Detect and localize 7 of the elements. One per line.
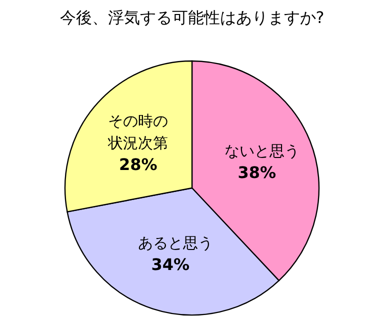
data-label: 34% xyxy=(150,254,191,276)
slice-label: ないと思う xyxy=(224,141,300,162)
data-label: 38% xyxy=(236,162,278,184)
chart-title: 今後、浮気する可能性はありますか? xyxy=(58,8,326,29)
slice-label: その時の状況次第 xyxy=(106,111,170,154)
slice-label: あると思う xyxy=(138,233,214,254)
data-label: 28% xyxy=(118,154,158,176)
